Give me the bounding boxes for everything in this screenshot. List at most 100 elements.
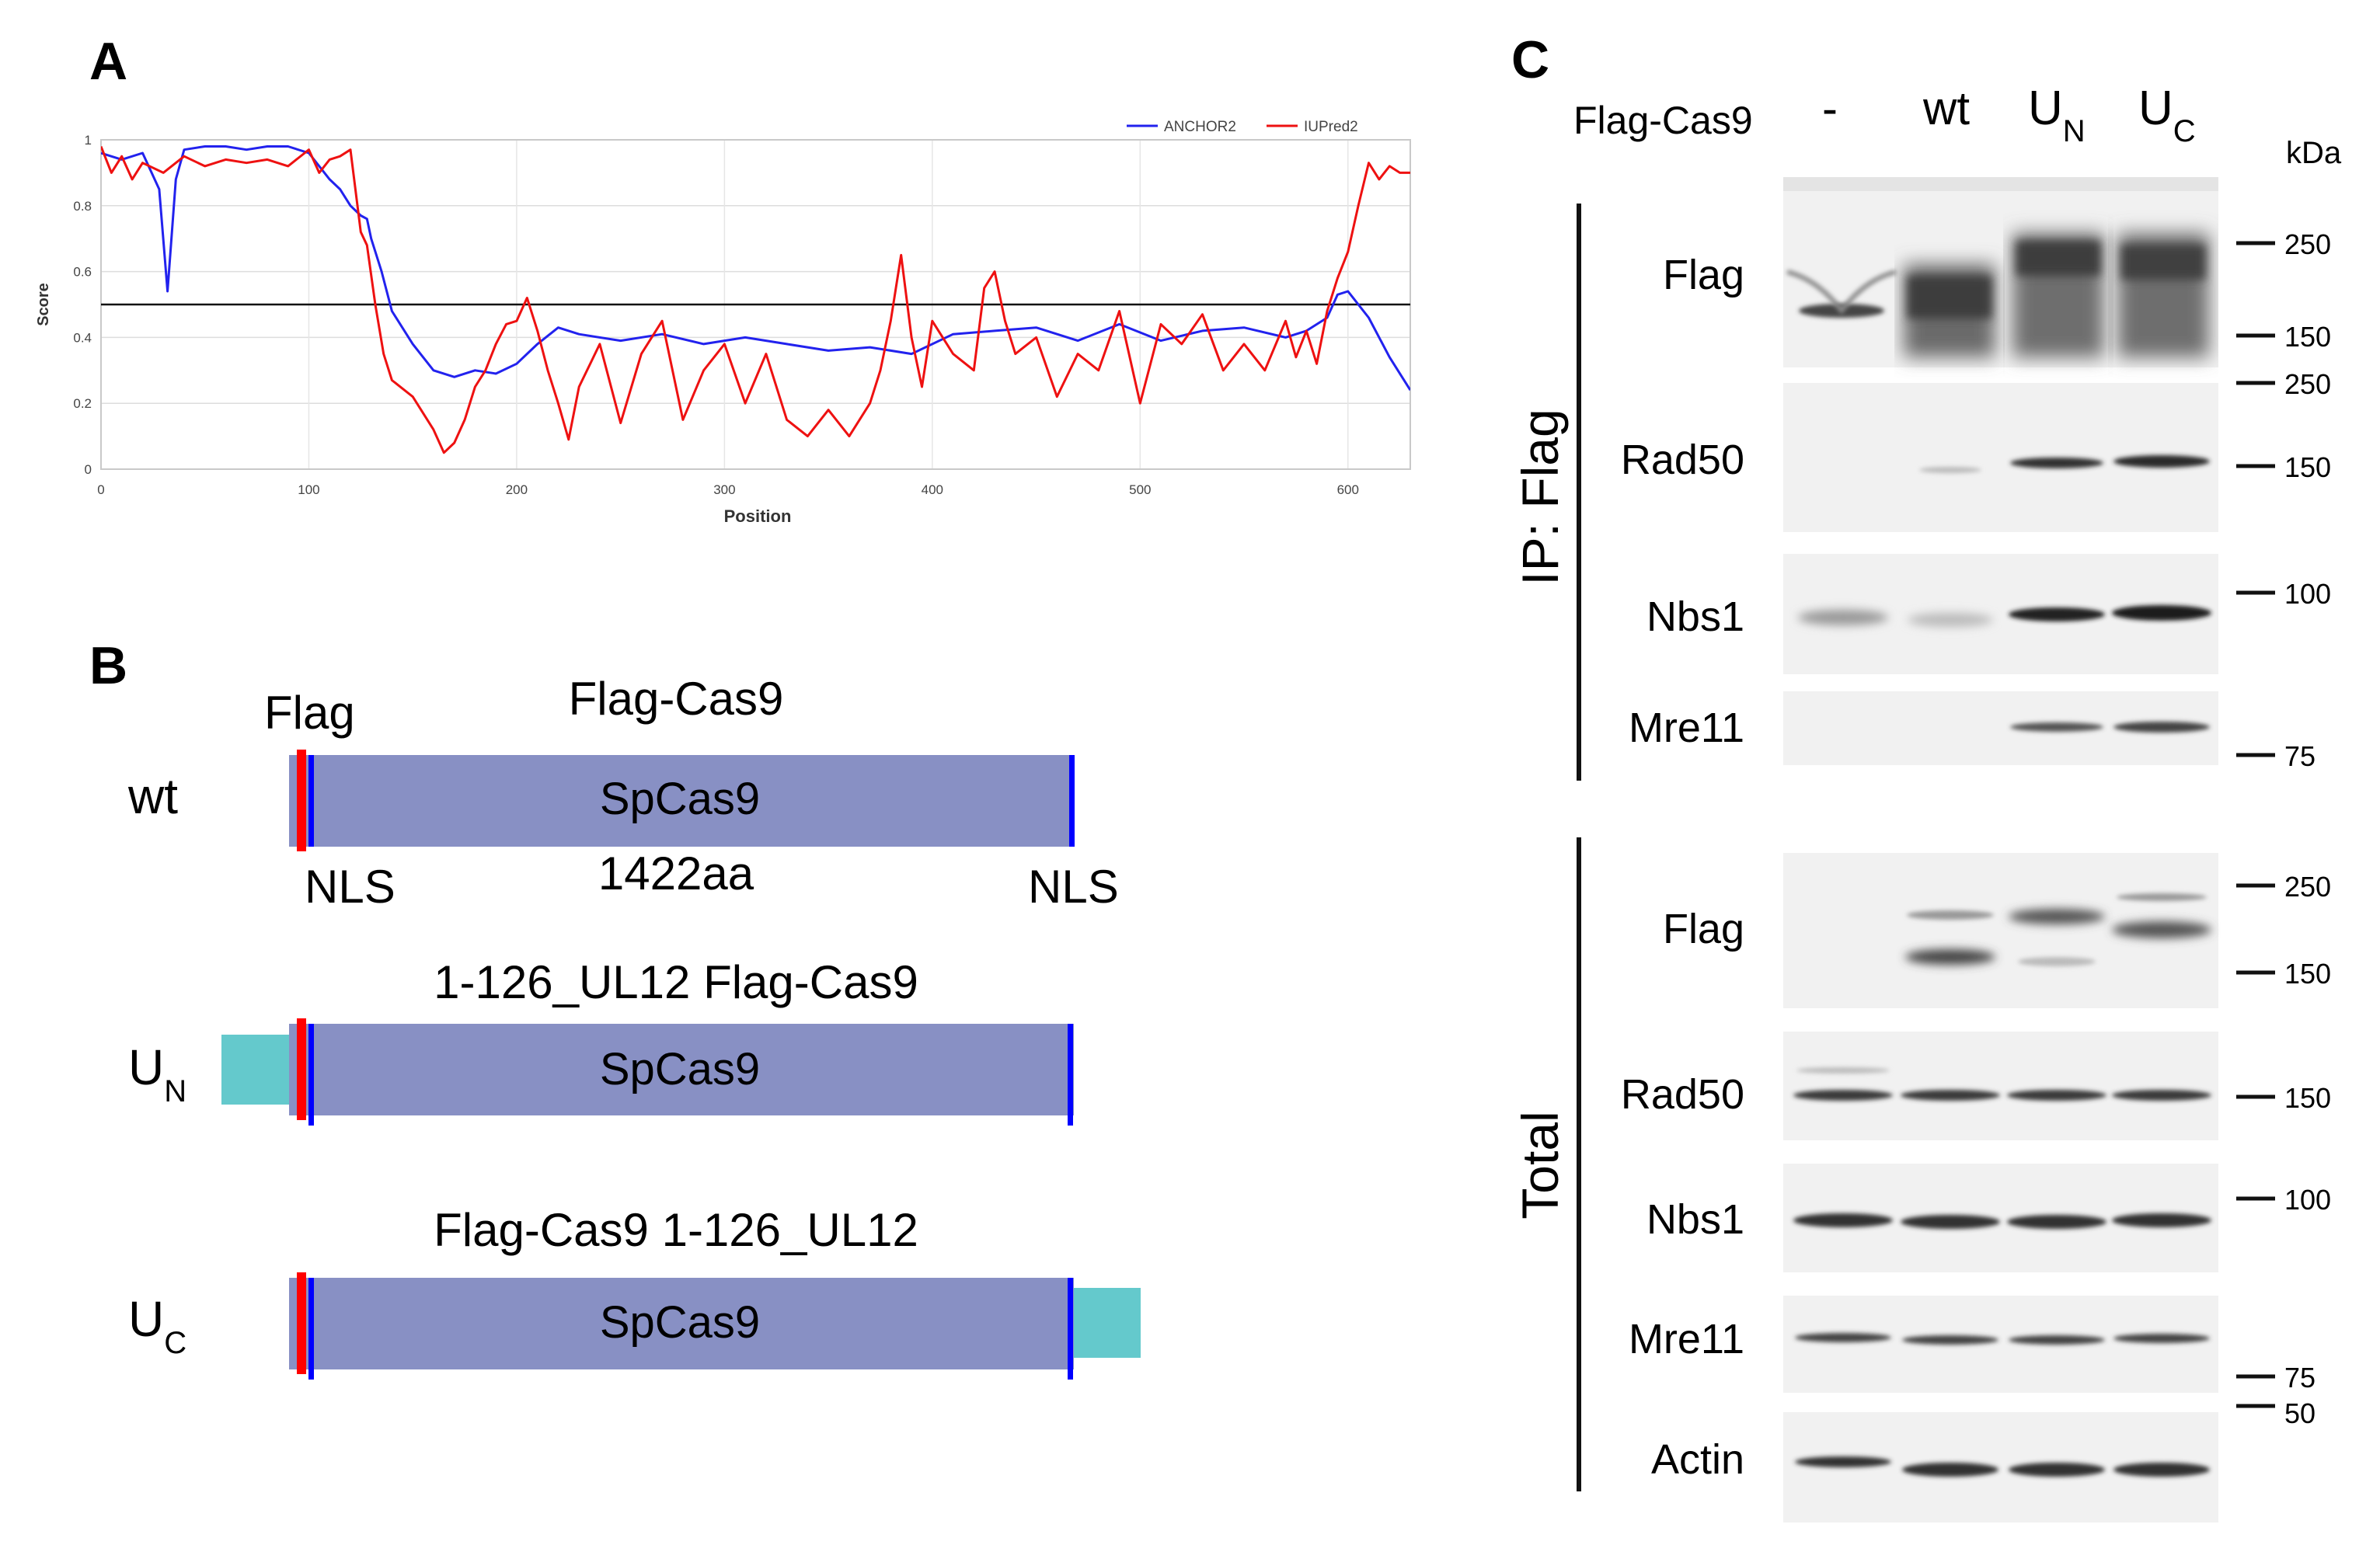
band <box>1907 910 1994 920</box>
marker-label: 250 <box>2284 871 2331 903</box>
nls-label-left: NLS <box>305 861 396 913</box>
blot-ip-mre11: Mre11 75 <box>1629 691 2316 772</box>
x-tick-label: 500 <box>1129 482 1151 497</box>
spcas9-body <box>289 1024 1074 1115</box>
ul12-domain <box>1074 1288 1141 1358</box>
band <box>2009 1335 2105 1345</box>
nls-bar-left <box>308 1024 314 1126</box>
lane-label-uc: UC <box>2138 82 2196 148</box>
band <box>1905 949 1995 965</box>
nls-bar-right <box>1068 1024 1073 1126</box>
series-line-anchor2 <box>101 145 1410 391</box>
lane-header-label: Flag-Cas9 <box>1573 99 1753 142</box>
construct-title-uc: Flag-Cas9 1-126_UL12 <box>434 1204 918 1256</box>
band <box>2009 1463 2105 1477</box>
band <box>2009 909 2105 924</box>
kda-label: kDa <box>2286 136 2342 170</box>
marker-label: 100 <box>2284 578 2331 610</box>
chart-legend: ANCHOR2 IUPred2 <box>1127 119 1358 135</box>
marker-label: 150 <box>2284 1082 2331 1114</box>
construct-label-uc: UC <box>128 1291 186 1360</box>
band <box>1798 610 1888 625</box>
y-tick-label: 0.4 <box>73 330 92 345</box>
ul12-domain <box>221 1035 293 1105</box>
construct-wt: Flag Flag-Cas9 wt SpCas9 NLS 1422aa NLS <box>127 673 1119 913</box>
construct-un: 1-126_UL12 Flag-Cas9 UN SpCas9 <box>128 956 1074 1126</box>
blot-total-actin: Actin <box>1651 1412 2218 1522</box>
construct-uc: Flag-Cas9 1-126_UL12 UC SpCas9 <box>128 1204 1141 1380</box>
band <box>2007 1215 2106 1229</box>
spcas9-body <box>289 755 1074 847</box>
band <box>1795 1333 1891 1342</box>
nls-bar-left <box>308 1278 314 1380</box>
marker-label: 250 <box>2284 368 2331 400</box>
y-axis-label: Score <box>35 283 52 326</box>
blot-row-label: Mre11 <box>1629 705 1744 751</box>
nls-bar-left <box>308 755 314 847</box>
blot-row-label: Flag <box>1663 906 1744 952</box>
band <box>1908 613 1993 627</box>
disorder-score-chart: 0 100 200 300 400 500 600 0 0.2 0.4 0.6 0.8 1 Posit… <box>35 119 1411 526</box>
x-tick-label: 100 <box>298 482 319 497</box>
band <box>2009 607 2105 621</box>
construct-label-wt: wt <box>127 768 178 824</box>
construct-title-wt: Flag-Cas9 <box>569 673 784 725</box>
band <box>1901 1090 2000 1101</box>
lane-label-un: UN <box>2028 82 2086 148</box>
band <box>2117 893 2207 901</box>
band-smear <box>1786 270 1897 315</box>
spcas9-body <box>289 1278 1074 1369</box>
band <box>2113 722 2210 732</box>
y-tick-label: 0.2 <box>73 396 92 411</box>
band <box>2113 455 2210 468</box>
domain-label-spcas9: SpCas9 <box>600 1044 760 1094</box>
panel-label-a: A <box>89 32 127 91</box>
lane-label-wt: wt <box>1922 82 1970 134</box>
y-tick-label: 0.8 <box>73 199 92 214</box>
domain-label-spcas9: SpCas9 <box>600 1297 760 1348</box>
total-group-label: Total <box>1511 1111 1569 1219</box>
blot-total-mre11: Mre11 75 50 <box>1629 1296 2316 1429</box>
band <box>1902 1463 1998 1477</box>
blot-strip <box>1783 1032 2218 1140</box>
flag-tag-bar <box>297 750 306 851</box>
blot-ip-flag: Flag 250 150 <box>1663 177 2331 367</box>
x-tick-label: 600 <box>1337 482 1359 497</box>
marker-label: 250 <box>2284 228 2331 260</box>
marker-label: 150 <box>2284 451 2331 483</box>
band <box>2112 1213 2211 1227</box>
band <box>2018 957 2096 966</box>
band <box>2016 241 2100 276</box>
blot-row-label: Flag <box>1663 252 1744 298</box>
band <box>1793 1090 1893 1101</box>
blot-ip-rad50: Rad50 250 150 <box>1621 368 2331 532</box>
blot-total-flag: Flag 250 150 <box>1663 853 2331 1008</box>
band <box>2113 1334 2210 1343</box>
x-axis-label: Position <box>724 506 792 526</box>
blot-shadow <box>1783 177 2218 191</box>
y-tick-label: 1 <box>85 133 92 148</box>
band <box>1795 1456 1891 1467</box>
blot-row-label: Rad50 <box>1621 1071 1744 1118</box>
nls-label-right: NLS <box>1028 861 1119 913</box>
band <box>2113 1463 2210 1477</box>
band <box>2121 245 2205 280</box>
panel-label-c: C <box>1511 30 1549 89</box>
panel-label-b: B <box>89 636 127 695</box>
x-tick-label: 300 <box>713 482 735 497</box>
nls-bar-right <box>1068 1278 1073 1380</box>
blot-row-label: Nbs1 <box>1646 1196 1744 1243</box>
band <box>2112 605 2211 621</box>
ip-group-label: IP: Flag <box>1511 409 1569 585</box>
band <box>1902 1335 1998 1345</box>
blot-ip-nbs1: Nbs1 100 <box>1646 554 2331 674</box>
band <box>1919 467 1981 473</box>
y-tick-labels: 0 0.2 0.4 0.6 0.8 1 <box>73 133 92 477</box>
legend-label-anchor2: ANCHOR2 <box>1164 119 1236 135</box>
chart-series <box>101 145 1410 454</box>
blot-row-label: Mre11 <box>1629 1316 1744 1362</box>
y-tick-label: 0.6 <box>73 265 92 280</box>
blot-total-rad50: Rad50 150 <box>1621 1032 2331 1140</box>
band <box>1796 1067 1890 1073</box>
x-tick-label: 200 <box>506 482 528 497</box>
